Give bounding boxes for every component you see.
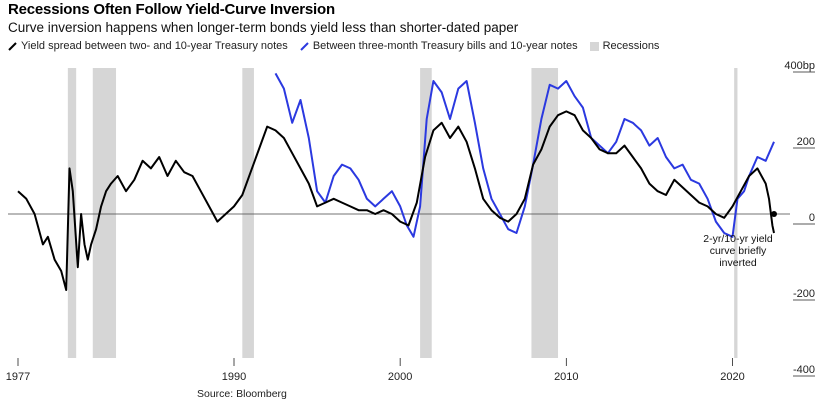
chart-title: Recessions Often Follow Yield-Curve Inve… xyxy=(8,1,335,18)
x-tick-label: 1990 xyxy=(222,371,246,383)
annotation-text: inverted xyxy=(719,257,757,269)
legend: Yield spread between two- and 10-year Tr… xyxy=(8,40,671,52)
series-line-1 xyxy=(17,110,775,291)
x-tick-label: 2000 xyxy=(388,371,412,383)
y-tick-label: 200 xyxy=(797,136,815,148)
x-tick-label: 2020 xyxy=(720,371,744,383)
x-tick-label: 2010 xyxy=(554,371,578,383)
axis-lines xyxy=(8,71,815,377)
source-note: Source: Bloomberg xyxy=(197,388,287,400)
legend-item-series1: Yield spread between two- and 10-year Tr… xyxy=(8,40,288,52)
recession-band-3 xyxy=(420,68,432,358)
recession-band-4 xyxy=(531,68,559,358)
recession-band-0 xyxy=(67,68,77,358)
y-tick-label: -400 xyxy=(793,364,815,376)
legend-item-series2: Between three-month Treasury bills and 1… xyxy=(300,40,578,52)
legend-label-series2: Between three-month Treasury bills and 1… xyxy=(312,40,578,52)
legend-item-recessions: Recessions xyxy=(589,40,660,52)
blue-line-icon xyxy=(300,41,309,51)
y-tick-label: 400bp xyxy=(784,60,815,72)
recession-swatch-icon xyxy=(589,41,599,51)
annotation-text: curve briefly xyxy=(710,245,767,257)
y-tick-label: -200 xyxy=(793,288,815,300)
chart-subtitle: Curve inversion happens when longer-term… xyxy=(8,20,519,35)
annotation-text: 2-yr/10-yr yield xyxy=(703,233,773,245)
recession-band-2 xyxy=(242,68,254,358)
series-lines xyxy=(17,72,775,291)
y-tick-label: 0 xyxy=(809,212,815,224)
black-line-icon xyxy=(8,41,17,51)
annotation-marker-0 xyxy=(771,211,778,217)
series-line-2 xyxy=(274,72,775,238)
x-tick-label: 1977 xyxy=(6,371,30,383)
legend-label-recessions: Recessions xyxy=(602,40,660,52)
recession-band-1 xyxy=(92,68,117,358)
legend-label-series1: Yield spread between two- and 10-year Tr… xyxy=(21,40,288,52)
